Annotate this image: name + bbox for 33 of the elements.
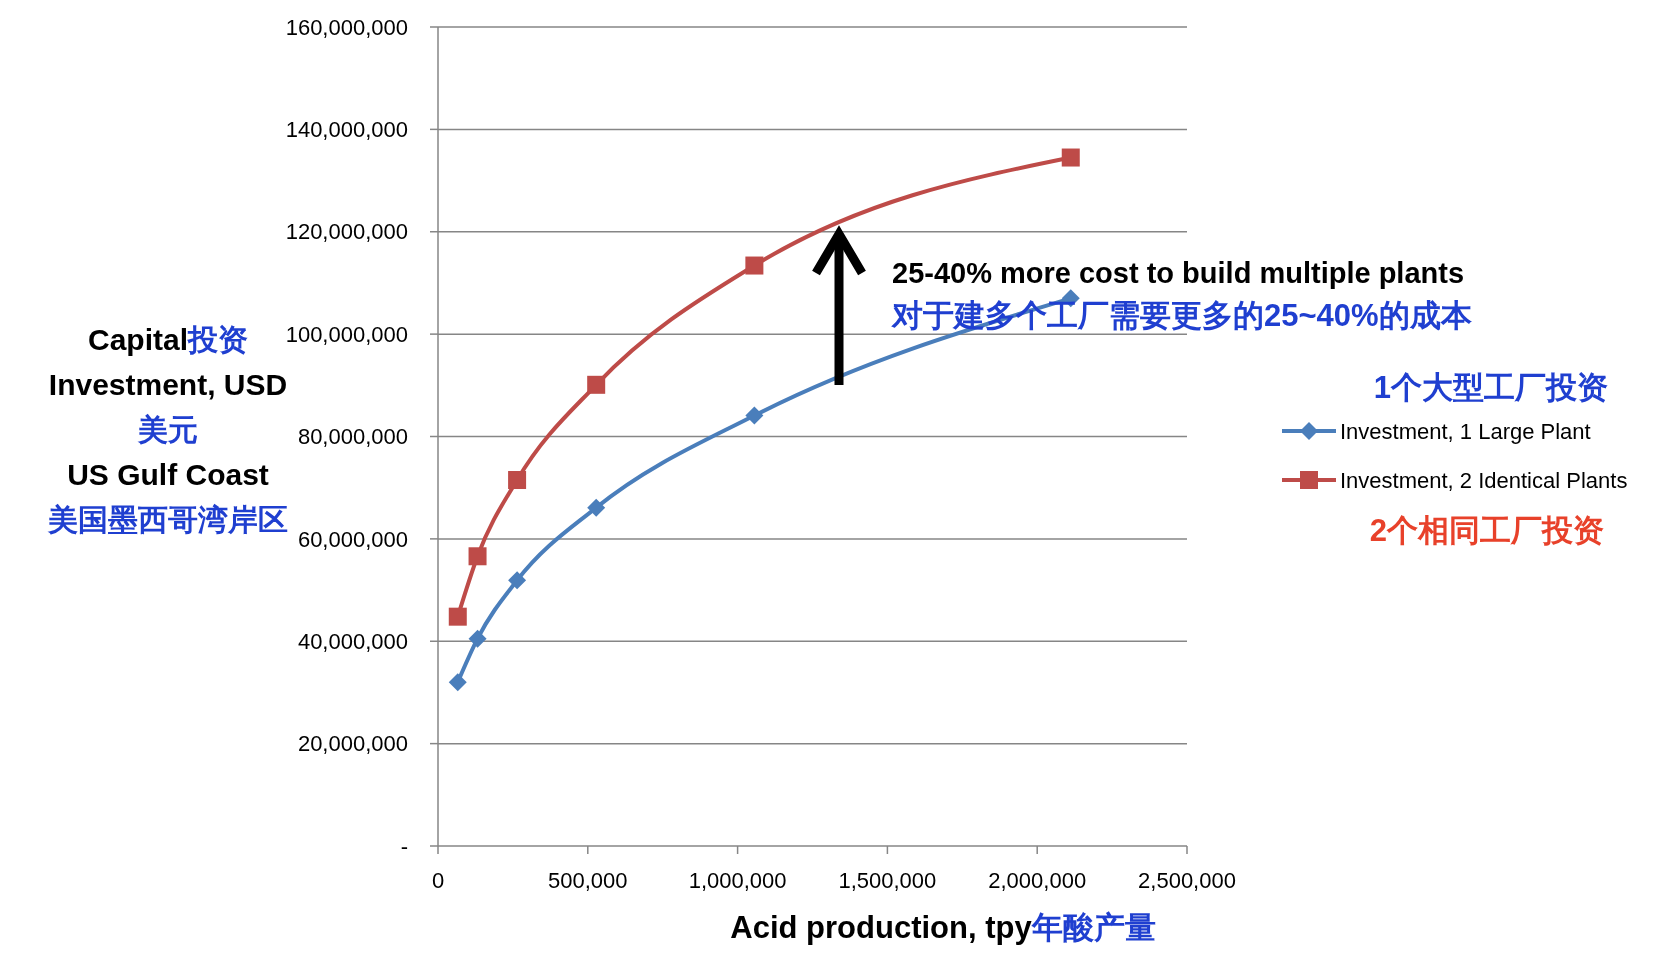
- x-tick-label: 1,500,000: [838, 868, 937, 893]
- x-tick-label: 0: [431, 868, 445, 893]
- y-tick-label: 160,000,000: [285, 14, 408, 40]
- text: 1个大型工厂投资: [1373, 370, 1608, 405]
- point: [468, 629, 487, 648]
- point: [1061, 148, 1080, 167]
- point: [745, 406, 764, 425]
- legend-label: Investment, 2 Identical Plants: [1340, 467, 1628, 493]
- annotation: 25-40% more cost to build multiple plants: [892, 257, 1465, 289]
- y-tick-label: 40,000,000: [297, 628, 408, 654]
- y-axis-title: Capital投资 Investment, USD 美元 US Gulf Coast 美国墨西哥湾岸区: [47, 323, 288, 536]
- x-tick-label: 2,500,000: [1138, 868, 1236, 893]
- legend-label: Investment, 1 Large Plant: [1340, 418, 1591, 444]
- x-tick-label: 1,000,000: [688, 868, 787, 893]
- y-tick-label: 60,000,000: [297, 526, 408, 552]
- point: [587, 498, 606, 517]
- text: 2个相同工厂投资: [1369, 513, 1604, 548]
- y-tick-label: 20,000,000: [297, 731, 408, 757]
- point: [468, 547, 487, 566]
- point: [448, 673, 467, 692]
- point: [448, 607, 467, 626]
- y-tick-label: -: [400, 833, 408, 859]
- x-tick-label: 500,000: [548, 868, 628, 893]
- point: [587, 375, 606, 394]
- x-axis-title: Acid production, tpy年酸产量: [730, 910, 1156, 945]
- x-tick-label: 2,000,000: [988, 868, 1087, 893]
- y-tick-label: 120,000,000: [285, 219, 408, 245]
- y-tick-label: 80,000,000: [297, 424, 408, 450]
- point: [508, 471, 527, 490]
- point: [745, 256, 764, 275]
- point: [508, 571, 527, 590]
- y-tick-label: 100,000,000: [285, 321, 408, 347]
- y-tick-label: 140,000,000: [285, 117, 408, 143]
